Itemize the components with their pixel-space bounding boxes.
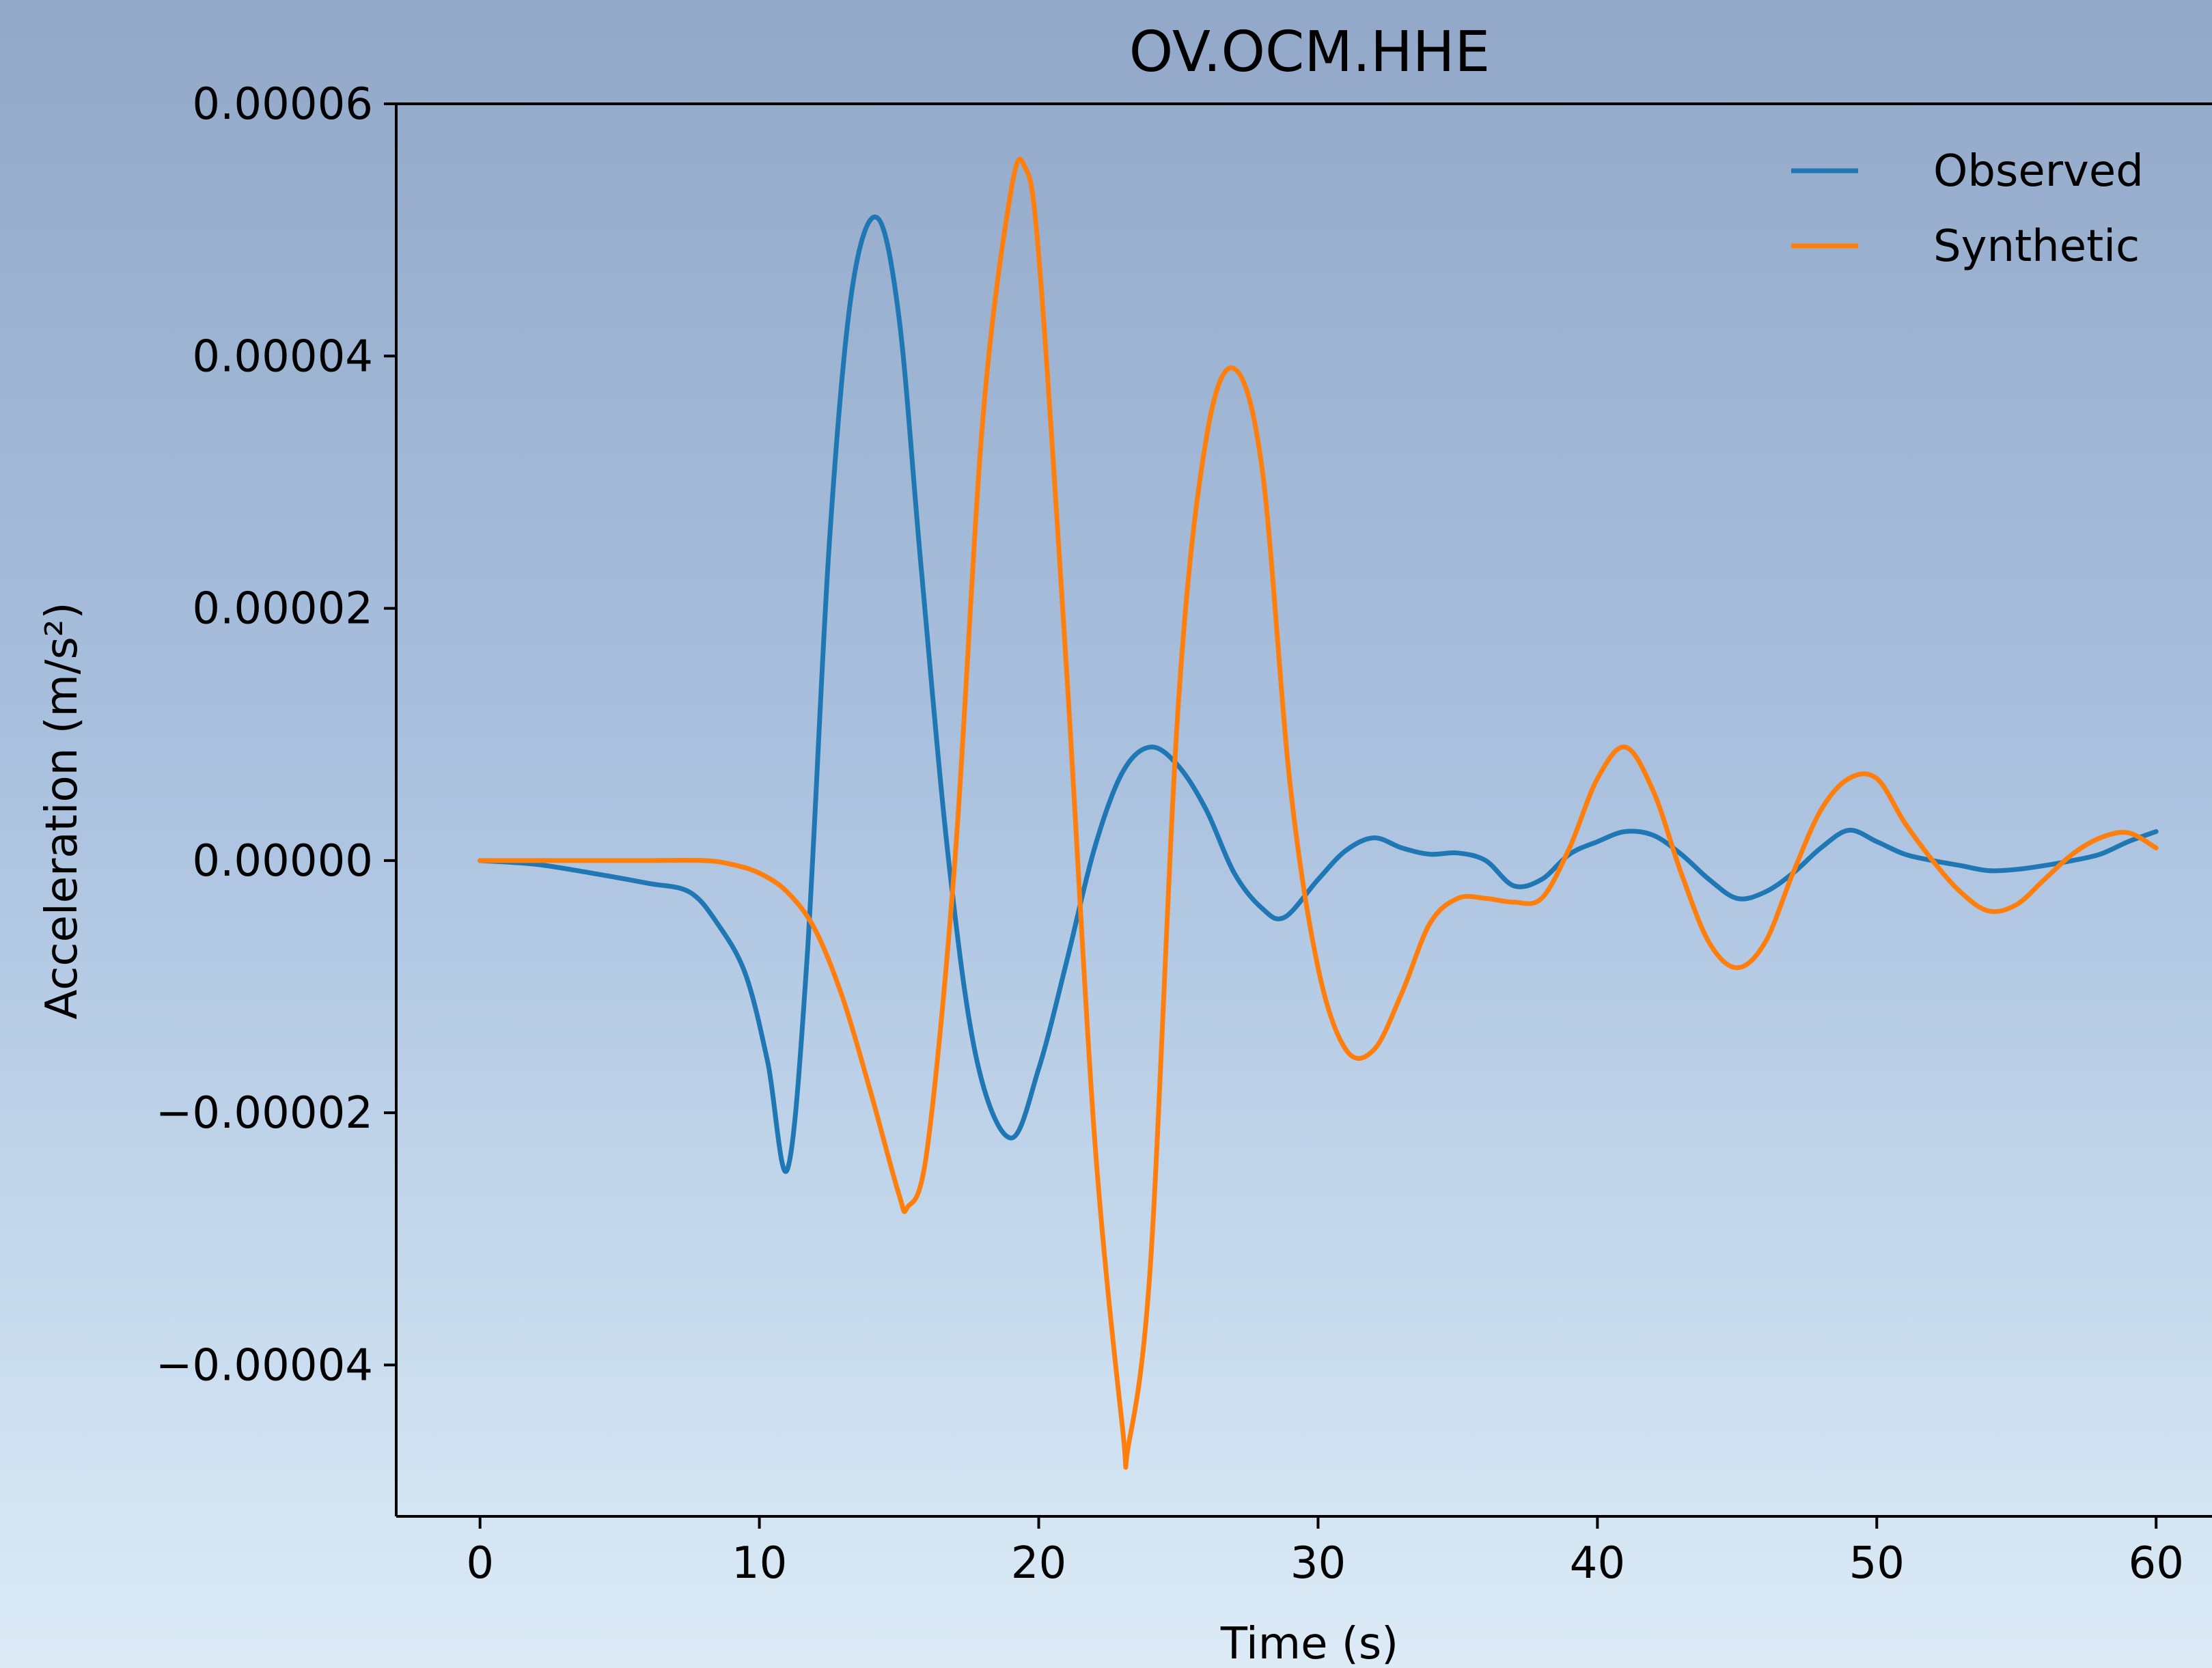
y-axis-ticks: −0.00004 −0.00002 0.00000 0.00002 0.00004 0.0… xyxy=(156,79,396,1391)
legend-label-observed: Observed xyxy=(1933,146,2144,197)
series-line-synthetic xyxy=(478,156,2159,1470)
x-axis-ticks: 0 10 20 30 40 50 60 xyxy=(466,1516,2184,1589)
y-axis-label: Acceleration (m/s²) xyxy=(37,602,87,1020)
axes xyxy=(395,102,2212,1518)
x-tick-label: 50 xyxy=(1849,1538,1905,1589)
x-tick-label: 30 xyxy=(1290,1538,1346,1589)
x-tick-label: 10 xyxy=(732,1538,787,1589)
x-tick-label: 20 xyxy=(1011,1538,1066,1589)
x-tick-label: 60 xyxy=(2128,1538,2183,1589)
plot-lines xyxy=(478,156,2159,1470)
chart-title: OV.OCM.HHE xyxy=(1129,20,1490,85)
legend: Observed Synthetic xyxy=(1791,146,2144,272)
y-tick-label: 0.00006 xyxy=(192,79,373,130)
y-tick-label: −0.00002 xyxy=(156,1088,373,1139)
x-tick-label: 0 xyxy=(466,1538,494,1589)
x-axis-label: Time (s) xyxy=(1220,1619,1398,1668)
y-tick-label: 0.00004 xyxy=(192,331,373,382)
y-tick-label: 0.00002 xyxy=(192,584,373,635)
series-line-observed xyxy=(478,214,2159,1174)
axes-frame xyxy=(395,102,2212,1518)
legend-label-synthetic: Synthetic xyxy=(1933,221,2140,272)
y-tick-label: −0.00004 xyxy=(156,1340,373,1391)
y-tick-label: 0.00000 xyxy=(192,836,373,887)
x-tick-label: 40 xyxy=(1570,1538,1625,1589)
